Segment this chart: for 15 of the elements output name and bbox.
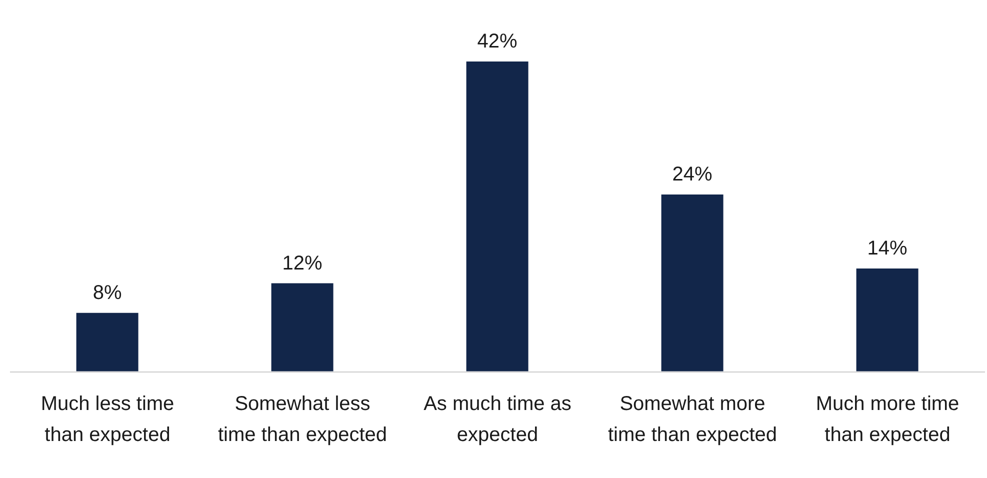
data-label: 12% xyxy=(282,252,323,274)
bar xyxy=(76,312,138,372)
x-tick-label: Much more time than expected xyxy=(816,393,960,446)
bar xyxy=(466,61,528,372)
data-label: 8% xyxy=(92,282,122,304)
data-label: 24% xyxy=(672,164,713,186)
data-label: 14% xyxy=(867,237,908,260)
bar xyxy=(661,194,724,372)
x-tick-label: Much less time than expected xyxy=(40,393,174,446)
bar xyxy=(856,268,918,372)
x-tick-label: As much time as expected xyxy=(424,393,572,446)
data-label: 42% xyxy=(477,30,518,52)
x-tick-label: Somewhat less time than expected xyxy=(218,393,387,446)
x-tick-label: Somewhat more time than expected xyxy=(608,393,777,446)
bar xyxy=(271,283,334,372)
